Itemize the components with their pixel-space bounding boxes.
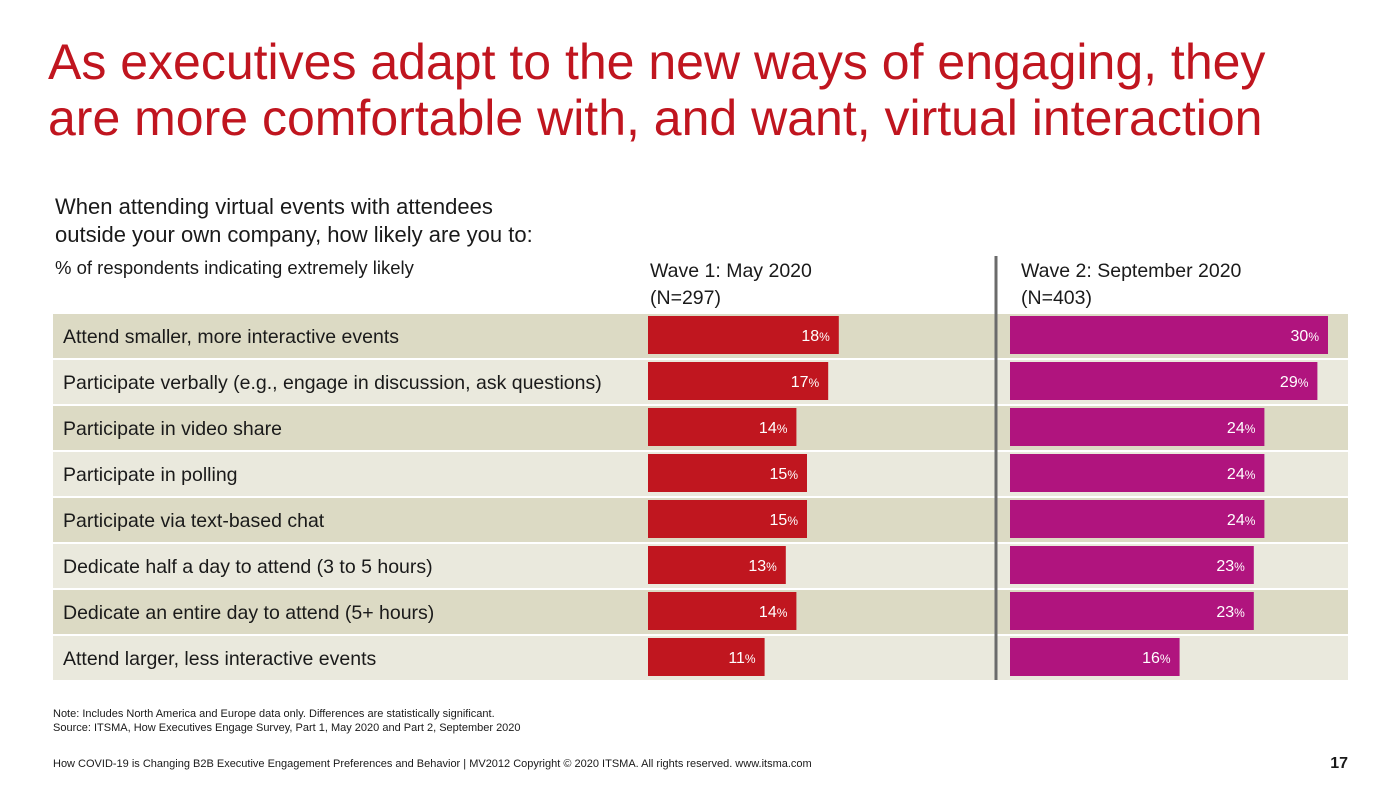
data-label: 24% xyxy=(1227,512,1256,529)
category-label: Participate via text-based chat xyxy=(63,510,325,532)
category-label: Attend larger, less interactive events xyxy=(63,648,376,670)
slide-title-line-1: As executives adapt to the new ways of e… xyxy=(48,34,1266,90)
category-label: Dedicate half a day to attend (3 to 5 ho… xyxy=(63,556,433,578)
wave-1-header-line-2: (N=297) xyxy=(650,287,721,309)
wave-1-bar xyxy=(648,546,786,584)
survey-question-line-2: outside your own company, how likely are… xyxy=(55,222,533,247)
category-label: Participate verbally (e.g., engage in di… xyxy=(63,372,602,394)
category-label: Dedicate an entire day to attend (5+ hou… xyxy=(63,602,434,624)
data-label: 17% xyxy=(791,374,820,391)
wave-2-header: Wave 2: September 2020 (N=403) xyxy=(1021,258,1241,312)
note-line: Note: Includes North America and Europe … xyxy=(53,708,495,720)
data-label: 11% xyxy=(728,650,756,667)
slide-footer: How COVID-19 is Changing B2B Executive E… xyxy=(53,758,812,770)
slide-title: As executives adapt to the new ways of e… xyxy=(48,34,1368,146)
wave-2-bar xyxy=(1010,592,1254,630)
wave-2-bar xyxy=(1010,316,1328,354)
data-label: 14% xyxy=(759,604,788,621)
data-label: 29% xyxy=(1280,374,1309,391)
data-label: 24% xyxy=(1227,420,1256,437)
page-number: 17 xyxy=(1330,755,1348,772)
source-line: Source: ITSMA, How Executives Engage Sur… xyxy=(53,722,521,734)
wave-1-bar xyxy=(648,638,765,676)
data-label: 14% xyxy=(759,420,788,437)
chart-note: Note: Includes North America and Europe … xyxy=(53,707,521,735)
wave-2-bar xyxy=(1010,638,1180,676)
category-label: Participate in polling xyxy=(63,464,238,486)
data-label: 30% xyxy=(1291,328,1320,345)
data-label: 24% xyxy=(1227,466,1256,483)
data-label: 16% xyxy=(1142,650,1171,667)
chart-subtitle: % of respondents indicating extremely li… xyxy=(55,257,414,278)
wave-1-bar xyxy=(648,408,797,446)
wave-1-bar xyxy=(648,454,807,492)
survey-question-line-1: When attending virtual events with atten… xyxy=(55,194,493,219)
data-label: 15% xyxy=(770,466,799,483)
wave-2-bar xyxy=(1010,362,1318,400)
data-label: 13% xyxy=(748,558,777,575)
category-label: Attend smaller, more interactive events xyxy=(63,326,399,348)
data-label: 23% xyxy=(1216,604,1245,621)
wave-1-bar xyxy=(648,362,829,400)
data-label: 23% xyxy=(1216,558,1245,575)
wave-1-header-line-1: Wave 1: May 2020 xyxy=(650,260,812,282)
data-label: 15% xyxy=(770,512,799,529)
wave-2-header-line-1: Wave 2: September 2020 xyxy=(1021,260,1242,282)
wave-1-bar xyxy=(648,592,797,630)
wave-2-header-line-2: (N=403) xyxy=(1021,287,1092,309)
wave-2-bar xyxy=(1010,408,1265,446)
slide-title-line-2: are more comfortable with, and want, vir… xyxy=(48,90,1263,146)
wave-2-bar xyxy=(1010,454,1265,492)
wave-2-bar xyxy=(1010,546,1254,584)
category-label: Participate in video share xyxy=(63,418,282,440)
wave-1-bar xyxy=(648,316,839,354)
data-label: 18% xyxy=(801,328,830,345)
wave-2-bar xyxy=(1010,500,1265,538)
survey-question: When attending virtual events with atten… xyxy=(55,193,533,249)
wave-1-header: Wave 1: May 2020 (N=297) xyxy=(650,258,812,312)
wave-1-bar xyxy=(648,500,807,538)
